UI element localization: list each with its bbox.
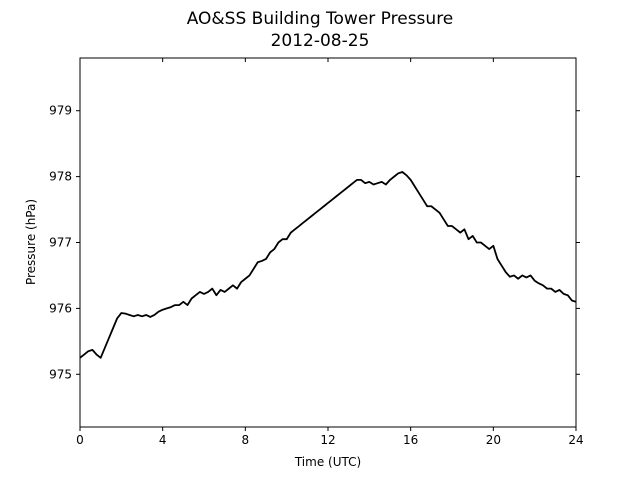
x-tick-label: 12 [320,433,335,447]
y-tick-label: 978 [49,170,72,184]
x-tick-label: 24 [568,433,583,447]
y-tick-label: 975 [49,367,72,381]
x-tick-label: 8 [242,433,250,447]
x-tick-label: 4 [159,433,167,447]
x-tick-label: 20 [486,433,501,447]
y-tick-label: 977 [49,236,72,250]
x-axis-label: Time (UTC) [294,455,361,469]
y-tick-label: 976 [49,301,72,315]
plot-area-frame [79,57,577,428]
y-axis: 975 976 977 978 979 [49,104,580,381]
chart-title: AO&SS Building Tower Pressure [187,9,454,29]
pressure-series-line [79,171,577,359]
x-tick-label: 16 [403,433,418,447]
x-tick-label: 0 [76,433,84,447]
y-tick-label: 979 [49,104,72,118]
y-axis-label: Pressure (hPa) [24,199,38,285]
chart-subtitle: 2012-08-25 [271,31,370,51]
x-axis: 0 4 8 12 16 20 24 [76,58,584,447]
